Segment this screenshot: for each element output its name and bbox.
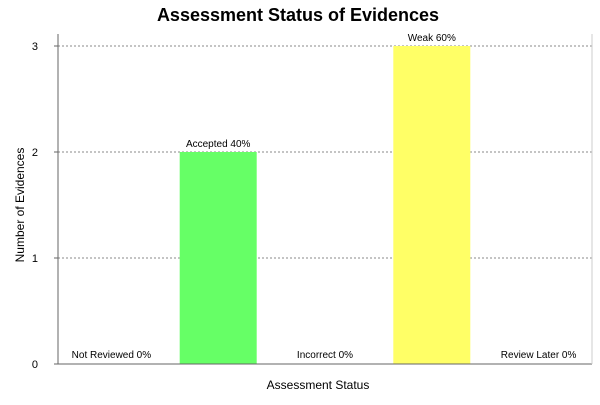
data-label: Weak 60% [408, 33, 456, 44]
axes [54, 34, 593, 365]
y-tick-label: 3 [32, 41, 38, 53]
data-label: Accepted 40% [186, 139, 251, 150]
grid-lines [58, 45, 592, 259]
bars [179, 46, 471, 364]
y-tick-label: 1 [32, 253, 38, 265]
y-axis-label: Number of Evidences [13, 148, 27, 263]
y-tick-label: 0 [32, 359, 38, 371]
bar-weak [393, 46, 471, 364]
bar-accepted [179, 152, 257, 364]
x-axis-label: Assessment Status [267, 378, 370, 392]
data-label: Review Later 0% [501, 350, 577, 361]
chart-title: Assessment Status of Evidences [157, 5, 439, 25]
y-tick-label: 2 [32, 147, 38, 159]
data-labels: Not Reviewed 0% Accepted 40% Incorrect 0% W… [72, 33, 577, 361]
y-tick-labels: 0 1 2 3 [32, 41, 38, 371]
data-label: Not Reviewed 0% [72, 350, 152, 361]
data-label: Incorrect 0% [297, 350, 353, 361]
